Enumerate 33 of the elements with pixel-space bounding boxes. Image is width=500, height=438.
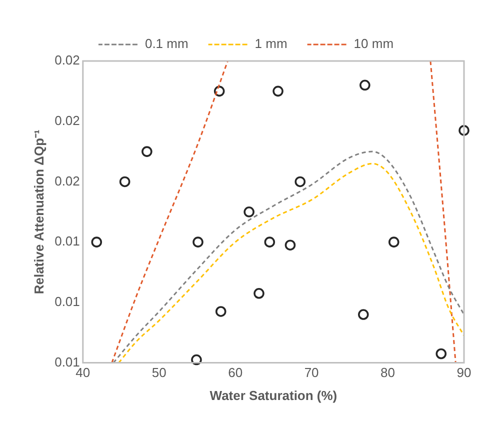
y-tick-label: 0.02 [54, 52, 80, 68]
y-tick-label: 0.02 [54, 173, 80, 188]
point [436, 348, 447, 360]
x-tick-label: 70 [304, 365, 319, 380]
x-tick-label: 90 [456, 365, 472, 380]
point [119, 176, 130, 188]
point [388, 236, 400, 248]
point [272, 86, 284, 97]
y-axis-title: Relative Attenuation ΔQp⁻¹ [31, 130, 46, 294]
y-tick-label: 0.01 [54, 234, 80, 249]
point [458, 125, 470, 136]
point [294, 176, 306, 188]
x-tick-label: 80 [380, 365, 396, 380]
point [192, 236, 204, 248]
x-tick-label: 50 [152, 365, 166, 380]
point [215, 306, 226, 317]
legend-label: 1 mm [254, 36, 288, 52]
x-tick-label: 60 [228, 365, 243, 380]
x-axis-title: Water Saturation (%) [210, 388, 338, 403]
point [284, 240, 296, 250]
y-tick-label: 0.01 [54, 294, 80, 310]
legend-label: 10 mm [354, 36, 394, 52]
point [360, 80, 370, 91]
point [254, 288, 264, 299]
point [91, 236, 102, 248]
point [214, 86, 225, 97]
point [358, 309, 369, 320]
y-tick-label: 0.02 [54, 112, 80, 128]
point [142, 146, 152, 157]
point [191, 354, 202, 366]
legend-label: 0.1 mm [144, 36, 188, 52]
point [244, 206, 254, 218]
point [264, 236, 276, 248]
